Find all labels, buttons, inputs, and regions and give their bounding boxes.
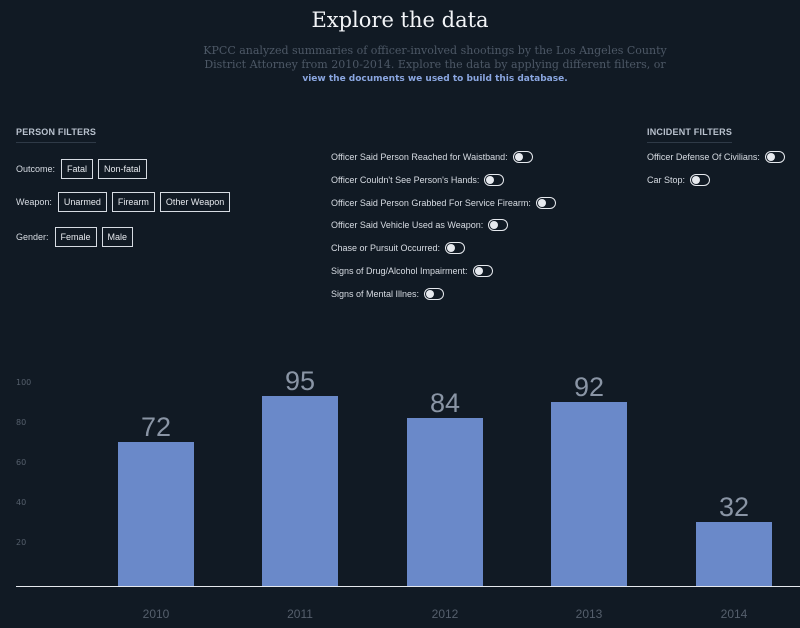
toggle-switch-car-stop[interactable] — [690, 174, 711, 186]
toggle-row-firearm-grab: Officer Said Person Grabbed For Service … — [331, 197, 556, 209]
toggle-label-car-stop: Car Stop: — [647, 175, 686, 185]
weapon-firearm-button[interactable]: Firearm — [111, 192, 155, 212]
bar-value-label: 32 — [719, 492, 749, 522]
toggle-label-mental-illness: Signs of Mental Illnes: — [331, 289, 420, 299]
toggle-row-chase: Chase or Pursuit Occurred: — [331, 242, 466, 254]
gender-label: Gender: — [16, 232, 49, 242]
x-tick-label: 2010 — [143, 607, 170, 621]
x-tick-label: 2014 — [721, 607, 748, 621]
weapon-label: Weapon: — [16, 197, 52, 207]
x-tick-label: 2013 — [576, 607, 603, 621]
outcome-fatal-button[interactable]: Fatal — [61, 159, 94, 179]
intro-paragraph: KPCC analyzed summaries of officer-invol… — [203, 44, 667, 71]
toggle-row-waistband: Officer Said Person Reached for Waistban… — [331, 151, 533, 163]
toggle-label-chase: Chase or Pursuit Occurred: — [331, 243, 441, 253]
toggle-row-car-stop: Car Stop: — [647, 174, 711, 186]
outcome-filter-row: Outcome: Fatal Non-fatal — [16, 159, 152, 179]
bar-2010[interactable] — [118, 442, 194, 586]
toggle-label-waistband: Officer Said Person Reached for Waistban… — [331, 152, 508, 162]
bar-2014[interactable] — [696, 522, 772, 586]
toggle-switch-waistband[interactable] — [512, 151, 533, 163]
x-tick-label: 2012 — [432, 607, 459, 621]
y-tick-label: 20 — [16, 538, 26, 547]
toggle-switch-defense-civilians[interactable] — [764, 151, 785, 163]
toggle-switch-impairment[interactable] — [472, 265, 493, 277]
bar-2011[interactable] — [262, 396, 338, 586]
outcome-nonfatal-button[interactable]: Non-fatal — [98, 159, 147, 179]
bar-value-label: 72 — [141, 412, 171, 442]
gender-male-button[interactable]: Male — [101, 227, 134, 247]
bar-value-label: 92 — [574, 372, 604, 402]
intro-text: KPCC analyzed summaries of officer-invol… — [200, 44, 670, 86]
bar-2013[interactable] — [551, 402, 627, 586]
gender-female-button[interactable]: Female — [54, 227, 97, 247]
toggle-row-mental-illness: Signs of Mental Illnes: — [331, 288, 445, 300]
toggle-switch-chase[interactable] — [445, 242, 466, 254]
weapon-unarmed-button[interactable]: Unarmed — [57, 192, 107, 212]
toggle-row-vehicle: Officer Said Vehicle Used as Weapon: — [331, 219, 509, 231]
bar-value-label: 95 — [285, 366, 315, 396]
outcome-label: Outcome: — [16, 164, 56, 174]
toggle-label-defense-civilians: Officer Defense Of Civilians: — [647, 152, 760, 162]
y-tick-label: 40 — [16, 498, 26, 507]
toggle-row-defense-civilians: Officer Defense Of Civilians: — [647, 151, 785, 163]
weapon-other-button[interactable]: Other Weapon — [159, 192, 231, 212]
toggle-label-vehicle: Officer Said Vehicle Used as Weapon: — [331, 220, 484, 230]
toggle-switch-mental-illness[interactable] — [424, 288, 445, 300]
gender-filter-row: Gender: Female Male — [16, 227, 138, 247]
page-title: Explore the data — [311, 8, 489, 32]
incident-filters-title: INCIDENT FILTERS — [647, 127, 733, 143]
bar-value-label: 84 — [430, 388, 460, 418]
y-tick-label: 100 — [16, 378, 31, 387]
y-tick-label: 80 — [16, 418, 26, 427]
person-filters-title: PERSON FILTERS — [16, 127, 97, 143]
y-tick-label: 60 — [16, 458, 26, 467]
toggle-switch-hands[interactable] — [484, 174, 505, 186]
toggle-label-impairment: Signs of Drug/Alcohol Impairment: — [331, 266, 468, 276]
x-tick-label: 2011 — [287, 607, 313, 621]
toggle-switch-firearm-grab[interactable] — [535, 197, 556, 209]
toggle-label-hands: Officer Couldn't See Person's Hands: — [331, 175, 480, 185]
documents-link[interactable]: view the documents we used to build this… — [302, 74, 568, 84]
toggle-switch-vehicle[interactable] — [488, 219, 509, 231]
toggle-label-firearm-grab: Officer Said Person Grabbed For Service … — [331, 198, 531, 208]
bar-2012[interactable] — [407, 418, 483, 586]
bar-chart: 20 40 60 80 100 72 2010 95 2011 84 2012 92 2013 32 201… — [16, 366, 800, 621]
toggle-row-impairment: Signs of Drug/Alcohol Impairment: — [331, 265, 493, 277]
weapon-filter-row: Weapon: Unarmed Firearm Other Weapon — [16, 192, 235, 212]
toggle-row-hands: Officer Couldn't See Person's Hands: — [331, 174, 505, 186]
